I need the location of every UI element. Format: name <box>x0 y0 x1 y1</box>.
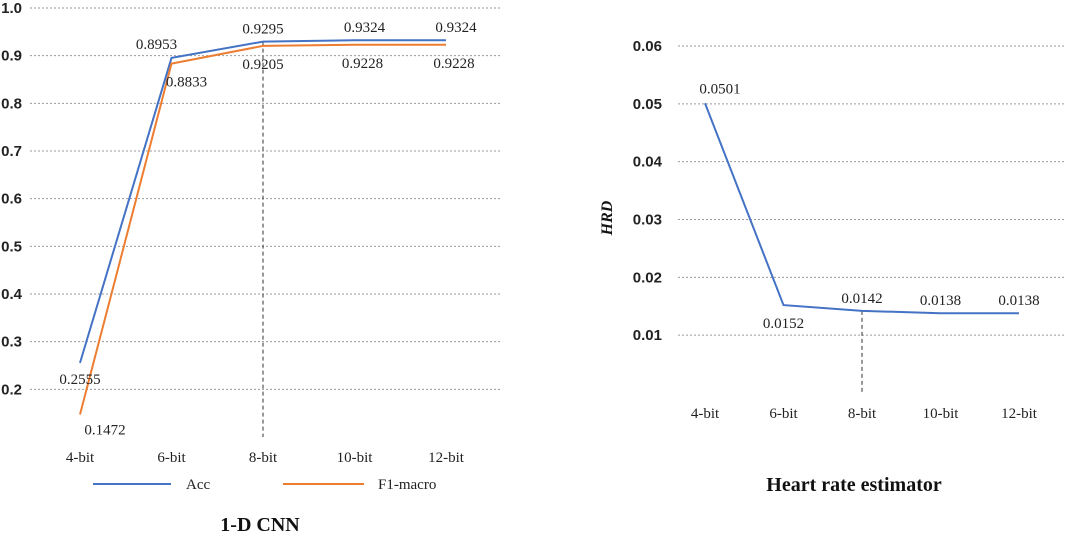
y-tick-label: 0.9 <box>1 48 22 65</box>
legend-label: Acc <box>186 477 210 493</box>
data-label: 0.9295 <box>242 22 283 38</box>
data-label: 0.9324 <box>435 20 477 36</box>
heart-rate-chart: 0.01 0.02 0.03 0.04 0.05 0.06 HRD 4-bit 6-bit 8-b… <box>599 38 1065 496</box>
y-tick-label: 0.3 <box>1 334 22 351</box>
series-line-f1-macro <box>79 43 446 415</box>
x-tick-label: 12-bit <box>1001 406 1038 422</box>
y-tick-label: 0.7 <box>1 143 22 160</box>
data-label: 0.1472 <box>84 423 125 439</box>
y-tick-label: 0.8 <box>1 95 22 112</box>
data-label: 0.9228 <box>433 56 474 72</box>
x-tick-label: 8-bit <box>249 450 278 466</box>
chart-title: 1-D CNN <box>220 514 300 536</box>
y-tick-label: 0.01 <box>633 327 662 344</box>
data-label: 0.0501 <box>699 81 740 97</box>
x-tick-label: 12-bit <box>428 450 465 466</box>
data-label: 0.2555 <box>59 372 100 388</box>
data-label: 0.9205 <box>242 57 283 73</box>
data-label: 0.0138 <box>998 293 1039 309</box>
data-label: 0.8953 <box>136 37 177 53</box>
data-label: 0.0142 <box>841 291 882 307</box>
y-tick-label: 0.4 <box>1 286 23 303</box>
y-tick-label: 0.06 <box>633 38 662 55</box>
chart-title: Heart rate estimator <box>766 474 942 496</box>
data-label: 0.0138 <box>920 293 961 309</box>
series-line-hrd <box>704 102 1019 315</box>
data-label: 0.9228 <box>342 56 383 72</box>
x-tick-label: 4-bit <box>691 406 720 422</box>
y-tick-label: 1.0 <box>1 0 22 17</box>
data-label: 0.0152 <box>763 316 804 332</box>
legend-label: F1-macro <box>378 477 436 493</box>
cnn-chart: 0.2 0.3 0.4 0.5 0.6 0.7 0.8 0.9 1.0 4-bit 6-bit 8-b… <box>1 0 500 536</box>
y-tick-label: 0.02 <box>633 269 662 286</box>
x-tick-label: 10-bit <box>337 450 374 466</box>
y-tick-label: 0.5 <box>1 238 22 255</box>
y-tick-label: 0.03 <box>633 212 662 229</box>
y-tick-label: 0.2 <box>1 381 22 398</box>
data-label: 0.8833 <box>166 75 207 91</box>
y-tick-label: 0.6 <box>1 191 22 208</box>
series-line-acc <box>79 39 446 364</box>
x-tick-label: 6-bit <box>157 450 186 466</box>
x-tick-label: 6-bit <box>769 406 798 422</box>
data-label: 0.9324 <box>344 20 386 36</box>
x-tick-label: 8-bit <box>848 406 877 422</box>
y-tick-label: 0.05 <box>633 96 662 113</box>
x-tick-label: 10-bit <box>923 406 960 422</box>
y-tick-label: 0.04 <box>633 154 663 171</box>
x-tick-label: 4-bit <box>66 450 95 466</box>
y-axis-label: HRD <box>599 200 616 236</box>
